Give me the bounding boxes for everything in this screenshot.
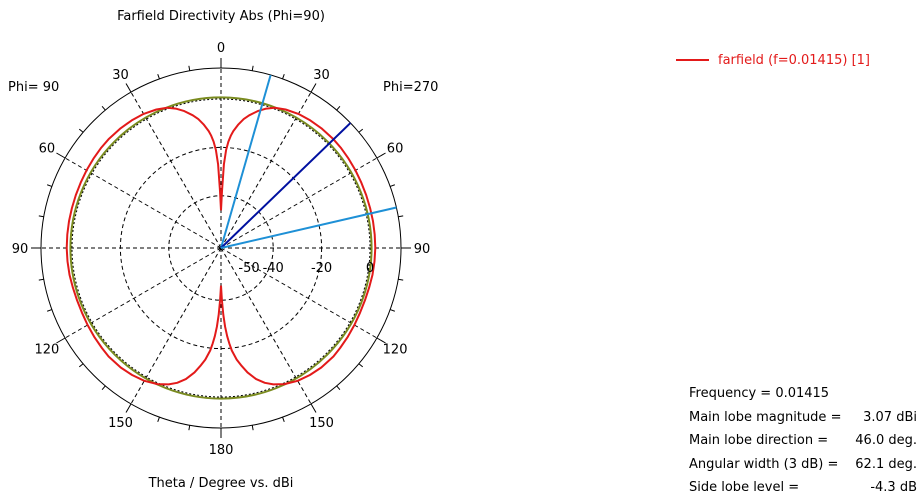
pattern-curve-right	[220, 106, 377, 386]
angle-tick-label: 180	[209, 443, 234, 458]
info-value: 62.1 deg.	[855, 456, 917, 472]
angle-tick	[125, 83, 132, 93]
side-label-right: Phi=270	[383, 80, 438, 95]
grid-spoke	[220, 91, 312, 249]
angle-tick	[157, 73, 160, 80]
angle-tick	[251, 65, 254, 71]
angle-tick	[56, 152, 66, 159]
angle-tick-label: 90	[12, 242, 29, 257]
angle-tick-label: 150	[309, 416, 334, 431]
legend: farfield (f=0.01415) [1]	[676, 51, 870, 69]
angle-tick	[376, 152, 386, 159]
info-row-frequency: Frequency = 0.01415	[689, 382, 921, 406]
angle-tick	[157, 416, 160, 423]
angle-tick	[310, 403, 317, 413]
zero-db-circle	[71, 98, 371, 398]
angle-tick	[398, 278, 404, 281]
main-lobe-ref-circle	[69, 96, 373, 400]
angle-tick	[398, 215, 404, 218]
angle-tick	[282, 73, 285, 80]
pattern-curve-left	[65, 106, 222, 386]
legend-swatch	[676, 59, 709, 61]
legend-label: farfield (f=0.01415) [1]	[718, 52, 870, 68]
angle-tick-label: 120	[35, 343, 60, 358]
info-value: -4.3 dB	[870, 480, 917, 495]
info-row-angular-width: Angular width (3 dB) = 62.1 deg.	[689, 453, 921, 477]
angle-tick	[389, 309, 396, 312]
angle-tick	[56, 337, 66, 344]
angle-tick	[38, 278, 44, 281]
angle-tick	[336, 105, 341, 111]
direction-marker-line	[220, 74, 272, 249]
radial-tick-label: 0	[366, 261, 374, 276]
angle-tick-label: 150	[108, 416, 133, 431]
angle-tick	[125, 403, 132, 413]
angle-tick-label: 60	[39, 142, 56, 157]
info-label: Side lobe level =	[689, 480, 800, 495]
side-label-left: Phi= 90	[8, 80, 59, 95]
direction-marker-line	[220, 206, 397, 249]
angle-tick	[46, 184, 53, 187]
angle-tick	[336, 385, 341, 391]
radial-tick-label: -50	[238, 261, 259, 276]
grid-spoke	[64, 247, 222, 339]
angle-tick	[38, 215, 44, 218]
info-label: Angular width (3 dB) =	[689, 456, 839, 472]
angle-tick	[251, 425, 254, 431]
radial-tick-label: -20	[311, 261, 332, 276]
x-axis-label: Theta / Degree vs. dBi	[148, 476, 294, 491]
angle-tick-label: 120	[383, 343, 408, 358]
direction-marker-line	[220, 122, 352, 249]
angle-tick	[78, 128, 84, 133]
angle-tick	[310, 83, 317, 93]
angle-tick-label: 90	[414, 242, 431, 257]
angle-tick	[358, 363, 364, 368]
angle-tick-label: 60	[387, 142, 404, 157]
info-row-main-lobe-magnitude: Main lobe magnitude = 3.07 dBi	[689, 406, 921, 430]
radial-tick-label: -40	[263, 261, 284, 276]
angle-tick	[101, 385, 106, 391]
info-label: Main lobe magnitude =	[689, 409, 842, 425]
angle-tick-label: 30	[313, 68, 330, 83]
angle-tick	[101, 105, 106, 111]
info-label: Main lobe direction =	[689, 433, 829, 448]
angle-tick	[188, 65, 191, 71]
info-row-main-lobe-direction: Main lobe direction = 46.0 deg.	[689, 429, 921, 453]
angle-tick-label: 30	[112, 68, 129, 83]
info-label: Frequency = 0.01415	[689, 386, 830, 401]
info-row-side-lobe-level: Side lobe level = -4.3 dB	[689, 476, 921, 500]
results-panel: Frequency = 0.01415 Main lobe magnitude …	[689, 382, 921, 500]
angle-tick	[188, 425, 191, 431]
angle-tick	[46, 309, 53, 312]
angle-tick	[78, 363, 84, 368]
grid-spoke	[130, 91, 222, 249]
angle-tick-label: 0	[217, 41, 225, 56]
chart-title: Farfield Directivity Abs (Phi=90)	[117, 9, 325, 24]
grid-spoke	[64, 157, 222, 249]
angle-tick	[376, 337, 386, 344]
info-value: 46.0 deg.	[855, 433, 917, 448]
angle-tick	[358, 128, 364, 133]
angle-tick	[282, 416, 285, 423]
info-value: 3.07 dBi	[863, 409, 917, 425]
angle-tick	[389, 184, 396, 187]
